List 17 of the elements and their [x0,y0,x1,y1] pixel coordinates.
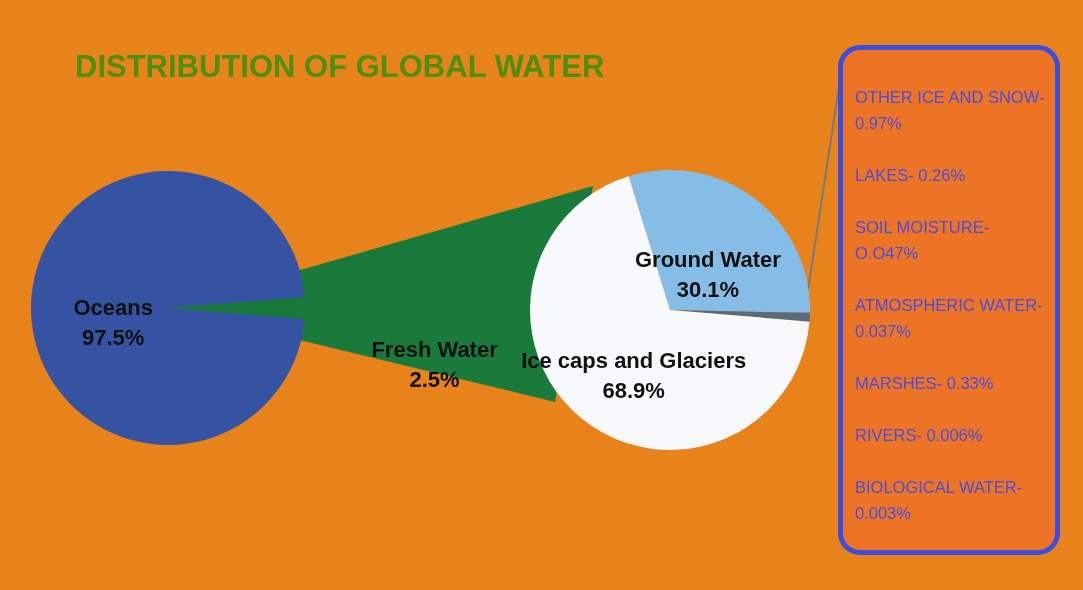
text: BIOLOGICAL WATER- 0.003% [855,478,1023,522]
chart-title: DISTRIBUTION OF GLOBAL WATER [75,49,605,84]
slice-label: Fresh Water [371,337,499,363]
pie-slice [628,170,810,313]
data-label: 30.1% [676,276,740,302]
data-label: 2.5% [409,367,460,393]
text: MARSHES- 0.33% [855,374,994,392]
slice-label: Ground Water [634,246,782,272]
text: ATMOSPHERIC WATER- 0.037% [855,296,1043,340]
data-label: 97.5% [82,325,145,350]
text: LAKES- 0.26% [855,166,966,184]
text: SOIL MOISTURE- O.O47% [855,218,990,262]
data-label: 68.9% [602,378,665,404]
pie-slice [31,171,305,445]
text: RIVERS- 0.006% [855,426,983,444]
text: OTHER ICE AND SNOW- 0.97% [855,88,1045,132]
slice-label: Oceans [73,295,153,320]
